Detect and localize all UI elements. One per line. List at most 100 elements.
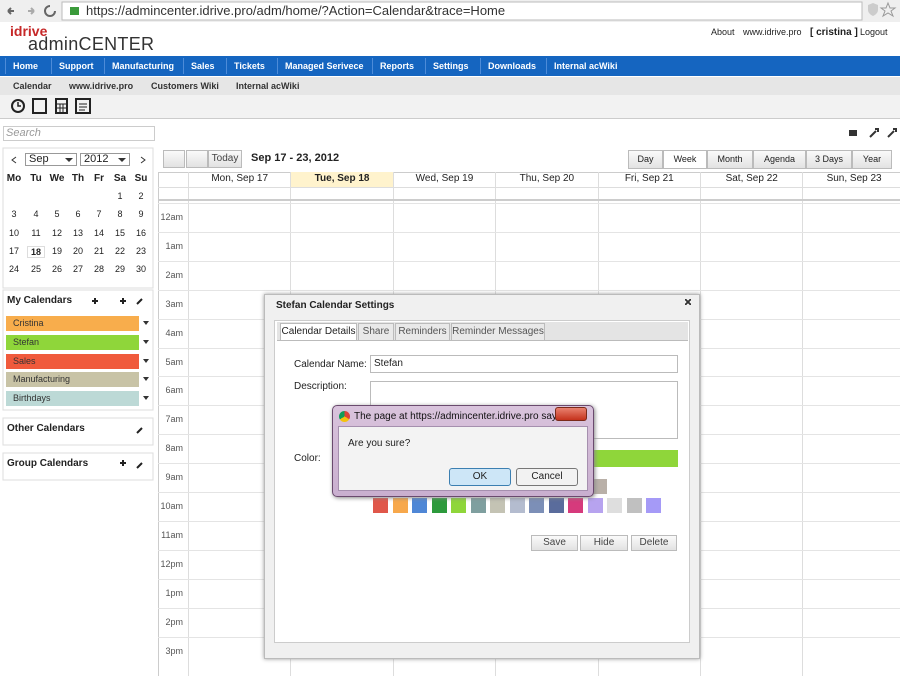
calendar-item[interactable]: Sales (6, 353, 139, 369)
day[interactable]: 25 (30, 264, 41, 275)
subnav-item[interactable]: Internal acWiki (236, 81, 300, 91)
nav-item[interactable]: Downloads (488, 61, 537, 71)
subnav-item[interactable]: Customers Wiki (151, 81, 219, 91)
view-btn[interactable]: Month (707, 150, 753, 169)
nav-item[interactable]: Settings (433, 61, 469, 71)
prev-btn[interactable] (163, 150, 185, 168)
calendar-item[interactable]: Birthdays (6, 391, 139, 407)
swatch[interactable] (568, 498, 583, 513)
wrench-icon[interactable] (869, 128, 879, 138)
day[interactable]: 28 (93, 264, 104, 275)
calendar-item[interactable]: Stefan (6, 334, 139, 350)
swatch[interactable] (470, 498, 486, 513)
back-icon[interactable] (7, 7, 14, 15)
swatch[interactable] (412, 498, 427, 513)
next-btn[interactable] (186, 150, 208, 168)
day[interactable]: 22 (114, 245, 125, 256)
view-btn[interactable]: Week (663, 150, 707, 169)
view-btn[interactable]: 3 Days (806, 150, 852, 169)
day[interactable]: 19 (51, 245, 62, 256)
settings-icon[interactable] (136, 298, 143, 469)
header-link[interactable]: www.idrive.pro (743, 27, 802, 37)
reload-icon[interactable] (44, 5, 56, 17)
forward-icon[interactable] (28, 7, 35, 15)
day[interactable]: 17 (8, 245, 19, 256)
star-icon[interactable] (879, 1, 897, 18)
close-x[interactable] (685, 299, 691, 305)
nav-item[interactable]: Manufacturing (112, 61, 174, 71)
month-arrows[interactable] (11, 156, 146, 164)
dialog-button[interactable]: Hide (580, 535, 628, 551)
swatch[interactable] (587, 498, 603, 513)
header-link[interactable]: About (711, 27, 735, 37)
day[interactable]: 6 (75, 209, 81, 220)
tab[interactable]: Reminders (395, 323, 450, 341)
day[interactable]: 23 (135, 245, 146, 256)
day[interactable]: 12 (51, 227, 62, 238)
day[interactable]: 27 (72, 264, 83, 275)
swatch[interactable] (509, 498, 525, 513)
swatch[interactable] (431, 498, 447, 513)
swatch[interactable] (646, 498, 661, 513)
header-link[interactable]: Logout (860, 27, 888, 37)
day[interactable]: 16 (135, 227, 146, 238)
url[interactable]: https://admincenter.idrive.pro/adm/home/… (86, 3, 506, 18)
day[interactable]: 2 (138, 191, 144, 201)
day[interactable]: 14 (93, 227, 104, 238)
nav-item[interactable]: Sales (191, 61, 215, 71)
tab[interactable]: Share (358, 323, 394, 341)
url-box[interactable] (61, 1, 863, 21)
nav-item[interactable]: Internal acWiki (554, 61, 618, 71)
tab[interactable]: Calendar Details (280, 323, 357, 341)
clock-icon[interactable] (11, 99, 25, 113)
day[interactable]: 15 (114, 227, 125, 238)
alert-close[interactable] (555, 407, 587, 421)
day[interactable]: 7 (96, 209, 102, 220)
day[interactable]: 13 (72, 227, 83, 238)
calculator-icon[interactable] (55, 98, 68, 114)
year-select[interactable]: 2012 (80, 153, 130, 166)
name-input[interactable]: Stefan (370, 355, 678, 373)
dialog-button[interactable]: Save (531, 535, 578, 551)
swatch[interactable] (490, 498, 505, 513)
day[interactable]: 3 (11, 209, 17, 220)
day[interactable]: 20 (72, 245, 83, 256)
wrench-icon[interactable] (887, 128, 897, 138)
day[interactable]: 24 (8, 264, 19, 275)
calendar-icon[interactable] (32, 98, 47, 114)
swatch[interactable] (548, 498, 564, 513)
today-btn[interactable]: Today (208, 150, 242, 168)
nav-item[interactable]: Home (13, 61, 39, 71)
day[interactable]: 4 (33, 209, 39, 220)
swatch[interactable] (373, 498, 388, 513)
day[interactable]: 18 (27, 245, 45, 258)
tab[interactable]: Reminder Messages (451, 323, 545, 341)
view-btn[interactable]: Agenda (753, 150, 806, 169)
add-icon[interactable] (120, 460, 126, 466)
day[interactable]: 1 (117, 191, 123, 201)
subnav-item[interactable]: www.idrive.pro (69, 81, 134, 91)
day[interactable]: 11 (31, 227, 41, 238)
day[interactable]: 8 (117, 209, 123, 220)
nav-item[interactable]: Managed Serivece (285, 61, 364, 71)
swatch[interactable] (607, 498, 622, 513)
swatch[interactable] (392, 498, 408, 513)
nav-item[interactable]: Tickets (234, 61, 265, 71)
print-icon[interactable] (849, 130, 857, 136)
nav-item[interactable]: Reports (380, 61, 415, 71)
alert-button[interactable]: OK (449, 468, 511, 486)
add-icon[interactable] (92, 298, 126, 304)
swatch[interactable] (529, 498, 544, 513)
alert-button[interactable]: Cancel (516, 468, 578, 486)
view-btn[interactable]: Day (628, 150, 663, 169)
day[interactable]: 29 (114, 264, 125, 275)
calendar-item[interactable]: Manufacturing (6, 372, 139, 388)
notes-icon[interactable] (75, 98, 91, 114)
swatch[interactable] (626, 498, 642, 513)
view-btn[interactable]: Year (852, 150, 892, 169)
month-select[interactable]: Sep (25, 153, 77, 166)
swatch[interactable] (592, 479, 607, 494)
day[interactable]: 21 (93, 245, 104, 256)
header-link[interactable]: [ cristina ] (810, 27, 858, 38)
day[interactable]: 26 (51, 264, 62, 275)
